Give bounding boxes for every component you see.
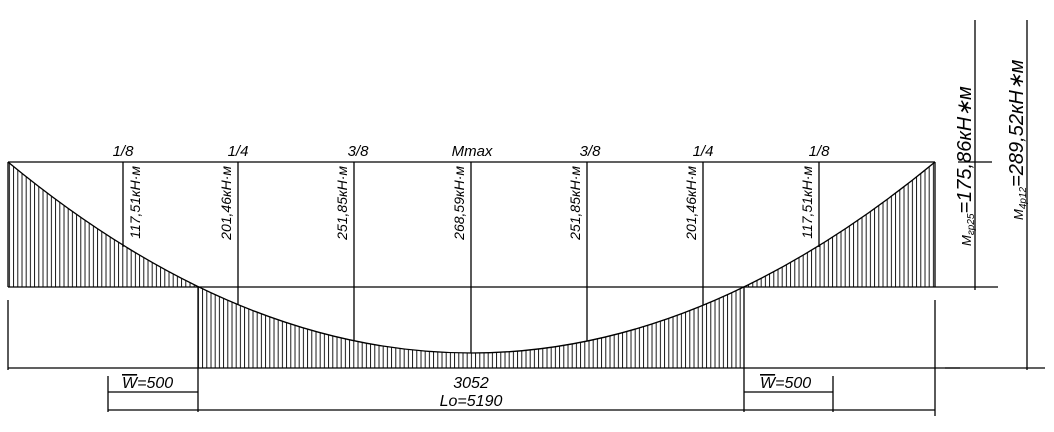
fraction-label: 1/4 — [228, 143, 249, 160]
support-left-label: W=500 — [122, 375, 173, 392]
moment-label: 201,46кН·м — [218, 166, 234, 241]
envelope-label: M4р12=289,52кН∗м — [1006, 59, 1029, 220]
moment-label: 117,51кН·м — [799, 166, 815, 239]
hatched-area — [8, 162, 935, 368]
moment-label: 117,51кН·м — [127, 166, 143, 239]
moment-label: 201,46кН·м — [683, 166, 699, 241]
value: =175,86кН∗м — [954, 86, 976, 213]
fraction-label: Mmax — [452, 143, 493, 160]
value: =289,52кН∗м — [1006, 59, 1028, 186]
fraction-label: 1/4 — [693, 143, 714, 160]
support-right-label: W=500 — [760, 375, 811, 392]
symbol: M — [959, 235, 974, 246]
value: =500 — [775, 375, 811, 392]
span-label: 3052 — [453, 375, 489, 392]
fraction-label: 3/8 — [348, 143, 370, 160]
symbol: W — [760, 375, 777, 392]
moment-label: 251,85кН·м — [567, 166, 583, 241]
fraction-label: 1/8 — [113, 143, 135, 160]
moment-label: 251,85кН·м — [334, 166, 350, 241]
fraction-label: 1/8 — [809, 143, 831, 160]
fraction-label: 3/8 — [580, 143, 602, 160]
total-label: Lo=5190 — [440, 393, 503, 410]
value: =500 — [137, 375, 173, 392]
symbol: W — [122, 375, 139, 392]
subscript: 4р12 — [1018, 186, 1029, 209]
moment-label: 268,59кН·м — [451, 166, 467, 241]
envelope-label: Mгр25=175,86кН∗м — [954, 86, 977, 246]
subscript: гр25 — [966, 213, 977, 235]
symbol: M — [1011, 209, 1026, 220]
frame — [7, 20, 1045, 416]
